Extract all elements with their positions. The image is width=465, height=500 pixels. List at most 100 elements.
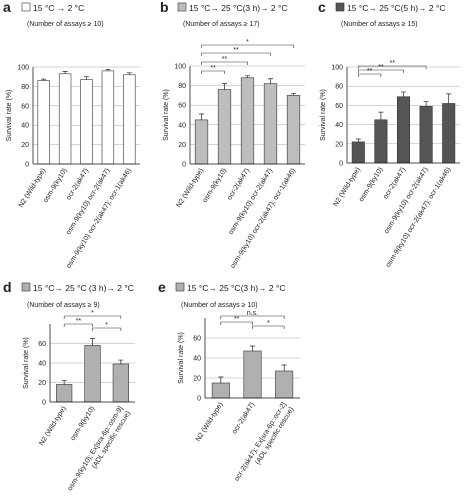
bar bbox=[84, 345, 101, 403]
panel-subtitle: (Number of assays ≥ 15) bbox=[341, 21, 418, 28]
x-tick-label: ocr-2(ak47) bbox=[382, 166, 407, 200]
significance-bracket bbox=[201, 44, 294, 48]
x-tick-label: N2 (Wild-type) bbox=[332, 166, 362, 208]
bar bbox=[240, 77, 255, 165]
error-bar bbox=[84, 76, 89, 80]
panel-title: 15 °C→ 25 °C (3 h)→ 2 °C bbox=[33, 283, 134, 293]
y-tick-label: 0 bbox=[182, 162, 186, 169]
error-bar bbox=[61, 380, 67, 385]
x-tick-label: osm-9(ky10) bbox=[70, 405, 97, 442]
error-bar bbox=[41, 78, 47, 81]
significance-bracket bbox=[358, 73, 382, 77]
x-tick-label: ocr-2(ak47) bbox=[226, 167, 251, 201]
significance-bracket bbox=[63, 315, 122, 319]
x-tick-label: N2 (Wild-type) bbox=[195, 401, 225, 443]
x-tick-label-group: N2 (Wild-type) bbox=[38, 405, 68, 447]
y-tick-label: 80 bbox=[335, 84, 343, 91]
x-tick-label: osm-9(ky10); Ex[sra-6p::osm-9] bbox=[67, 405, 125, 492]
panel-title: 15 °C→ 25 °C(3 h)→ 2 °C bbox=[189, 3, 288, 13]
legend-swatch bbox=[21, 282, 31, 292]
significance-label: * bbox=[267, 320, 270, 327]
y-axis-label: Survival rate (%) bbox=[23, 337, 30, 389]
significance-bracket bbox=[92, 327, 122, 331]
y-tick-label: 60 bbox=[21, 103, 29, 110]
error-bar bbox=[250, 345, 255, 351]
bar bbox=[58, 73, 72, 165]
error-bar bbox=[401, 91, 406, 97]
y-tick-label: 40 bbox=[193, 356, 201, 363]
x-tick-label: N2 (Wild-type) bbox=[176, 167, 206, 209]
error-bar bbox=[62, 71, 68, 74]
y-tick-label: 0 bbox=[42, 400, 46, 407]
significance-label: ** bbox=[210, 65, 216, 72]
y-axis-label: Survival rate (%) bbox=[320, 89, 327, 141]
significance-label: ** bbox=[234, 316, 240, 323]
panel-letter: d bbox=[3, 279, 12, 295]
x-tick-label-group: N2 (Wild-type) bbox=[332, 166, 362, 208]
bar bbox=[211, 382, 230, 399]
x-tick-label: osm-9(ky10) ocr-2(ak47) bbox=[383, 166, 430, 235]
error-bar bbox=[281, 364, 287, 371]
y-tick-label: 60 bbox=[193, 336, 201, 343]
y-tick-label: 20 bbox=[193, 376, 201, 383]
significance-label: * bbox=[105, 322, 108, 329]
panel-title: 15 °C → 2 °C bbox=[33, 3, 84, 13]
bar bbox=[275, 370, 294, 399]
significance-label: ** bbox=[367, 68, 373, 75]
panel-subtitle: (Number of assays ≥ 10) bbox=[27, 21, 104, 28]
bar bbox=[263, 83, 278, 165]
bar bbox=[194, 119, 209, 165]
x-tick-label-group: osm-9(ky10); Ex[sra-6p::osm-9](ADL speci… bbox=[67, 405, 133, 492]
y-axis-label: Survival rate (%) bbox=[178, 332, 185, 384]
significance-bracket bbox=[201, 52, 271, 56]
bar bbox=[112, 363, 129, 403]
significance-bracket bbox=[358, 69, 404, 73]
y-tick-label: 100 bbox=[174, 64, 186, 71]
bar bbox=[243, 350, 262, 399]
bar bbox=[374, 119, 388, 164]
y-tick-label: 100 bbox=[17, 65, 29, 72]
error-bar bbox=[423, 101, 429, 107]
y-tick-label: 60 bbox=[38, 341, 46, 348]
error-bar bbox=[218, 376, 224, 383]
x-tick-label-group: osm-9(ky10) bbox=[70, 405, 97, 442]
y-tick-label: 0 bbox=[339, 161, 343, 168]
x-tick-label-group: osm-9(ky10) ocr-2(ak47) bbox=[383, 166, 430, 235]
significance-label: ** bbox=[76, 318, 82, 325]
x-tick-label-group: ocr-2(ak47) bbox=[226, 167, 251, 201]
y-tick-label: 40 bbox=[335, 122, 343, 129]
x-tick-label-group: osm-9(ky10) bbox=[358, 166, 385, 203]
y-tick-label: 80 bbox=[178, 83, 186, 90]
x-tick-label: N2 (Wild-type) bbox=[38, 405, 68, 447]
y-tick-label: 0 bbox=[25, 162, 29, 169]
panel-subtitle: (Number of assays ≥ 17) bbox=[183, 21, 260, 28]
bar bbox=[351, 141, 365, 164]
y-tick-label: 40 bbox=[178, 122, 186, 129]
panel-letter: b bbox=[160, 0, 169, 15]
significance-bracket bbox=[220, 321, 253, 325]
error-bar bbox=[90, 338, 95, 346]
error-bar bbox=[118, 359, 124, 364]
bar bbox=[56, 384, 73, 403]
significance-bracket bbox=[201, 61, 248, 65]
significance-label: n.s. bbox=[247, 310, 258, 317]
y-tick-label: 20 bbox=[335, 141, 343, 148]
y-tick-label: 60 bbox=[335, 103, 343, 110]
x-tick-label-group: N2 (Wild-type) bbox=[195, 401, 225, 443]
panel-letter: a bbox=[3, 0, 11, 15]
y-tick-label: 20 bbox=[178, 142, 186, 149]
significance-bracket bbox=[63, 323, 93, 327]
bar bbox=[80, 79, 93, 165]
bar bbox=[123, 74, 136, 165]
error-bar bbox=[378, 111, 384, 120]
x-tick-label-group: N2 (Wild-type) bbox=[176, 167, 206, 209]
y-tick-label: 20 bbox=[21, 142, 29, 149]
significance-label: * bbox=[246, 39, 249, 46]
y-tick-label: 80 bbox=[21, 84, 29, 91]
error-bar bbox=[291, 93, 296, 96]
error-bar bbox=[126, 72, 132, 75]
panel-title: 15 °C→ 25 °C(5 h)→ 2 °C bbox=[347, 3, 446, 13]
y-tick-label: 40 bbox=[38, 361, 46, 368]
x-tick-label-group: ocr-2(ak47) bbox=[382, 166, 407, 200]
